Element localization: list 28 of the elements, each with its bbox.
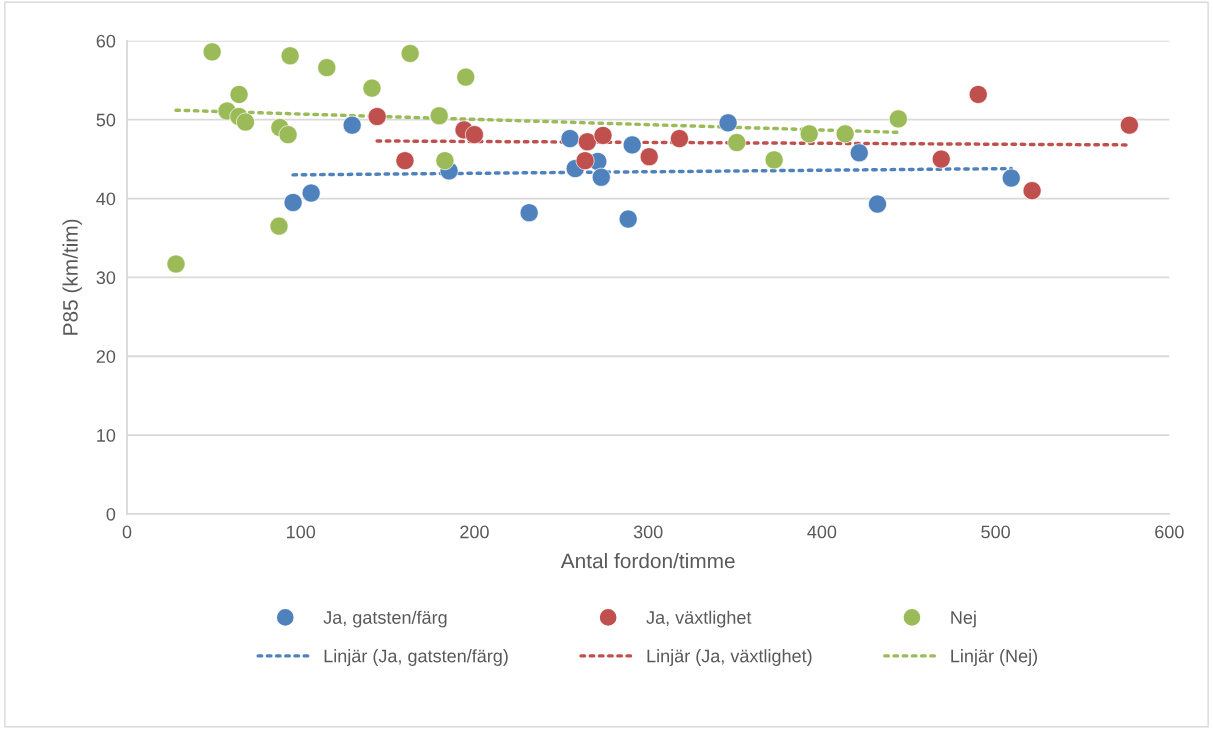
point — [799, 124, 819, 144]
x-tick-label: 400 — [807, 525, 837, 539]
legend-label: Ja, växtlighet — [646, 610, 752, 628]
point — [849, 143, 869, 163]
legend-label: Nej — [951, 610, 976, 628]
y-tick-label: 60 — [96, 34, 116, 48]
y-tick-label: 50 — [96, 113, 116, 127]
legend-label: Linjär (Ja, gatsten/färg) — [324, 649, 508, 666]
x-tick-label: 200 — [460, 525, 489, 539]
legend-label: Linjär (Nej) — [951, 649, 1038, 666]
point — [278, 125, 298, 145]
y-tick-label: 30 — [96, 271, 116, 285]
x-tick-label: 500 — [981, 525, 1010, 539]
y-axis-title: P85 (km/tim) — [62, 219, 82, 335]
legend-label: Ja, gatsten/färg — [323, 610, 447, 628]
x-tick-label: 100 — [287, 525, 316, 539]
y-tick-label: 40 — [96, 192, 116, 206]
y-tick-label: 20 — [96, 350, 116, 363]
x-tick-label: 600 — [1155, 525, 1184, 539]
y-tick-label: 0 — [106, 507, 116, 521]
point — [835, 124, 855, 144]
x-tick-label: 0 — [122, 525, 132, 539]
x-axis-title: Antal fordon/timme — [560, 553, 735, 569]
y-tick-label: 10 — [97, 429, 116, 442]
point — [269, 216, 289, 236]
legend-label: Linjär (Ja, växtlighet) — [647, 649, 812, 666]
x-tick-label: 300 — [633, 525, 663, 539]
point — [202, 42, 222, 62]
